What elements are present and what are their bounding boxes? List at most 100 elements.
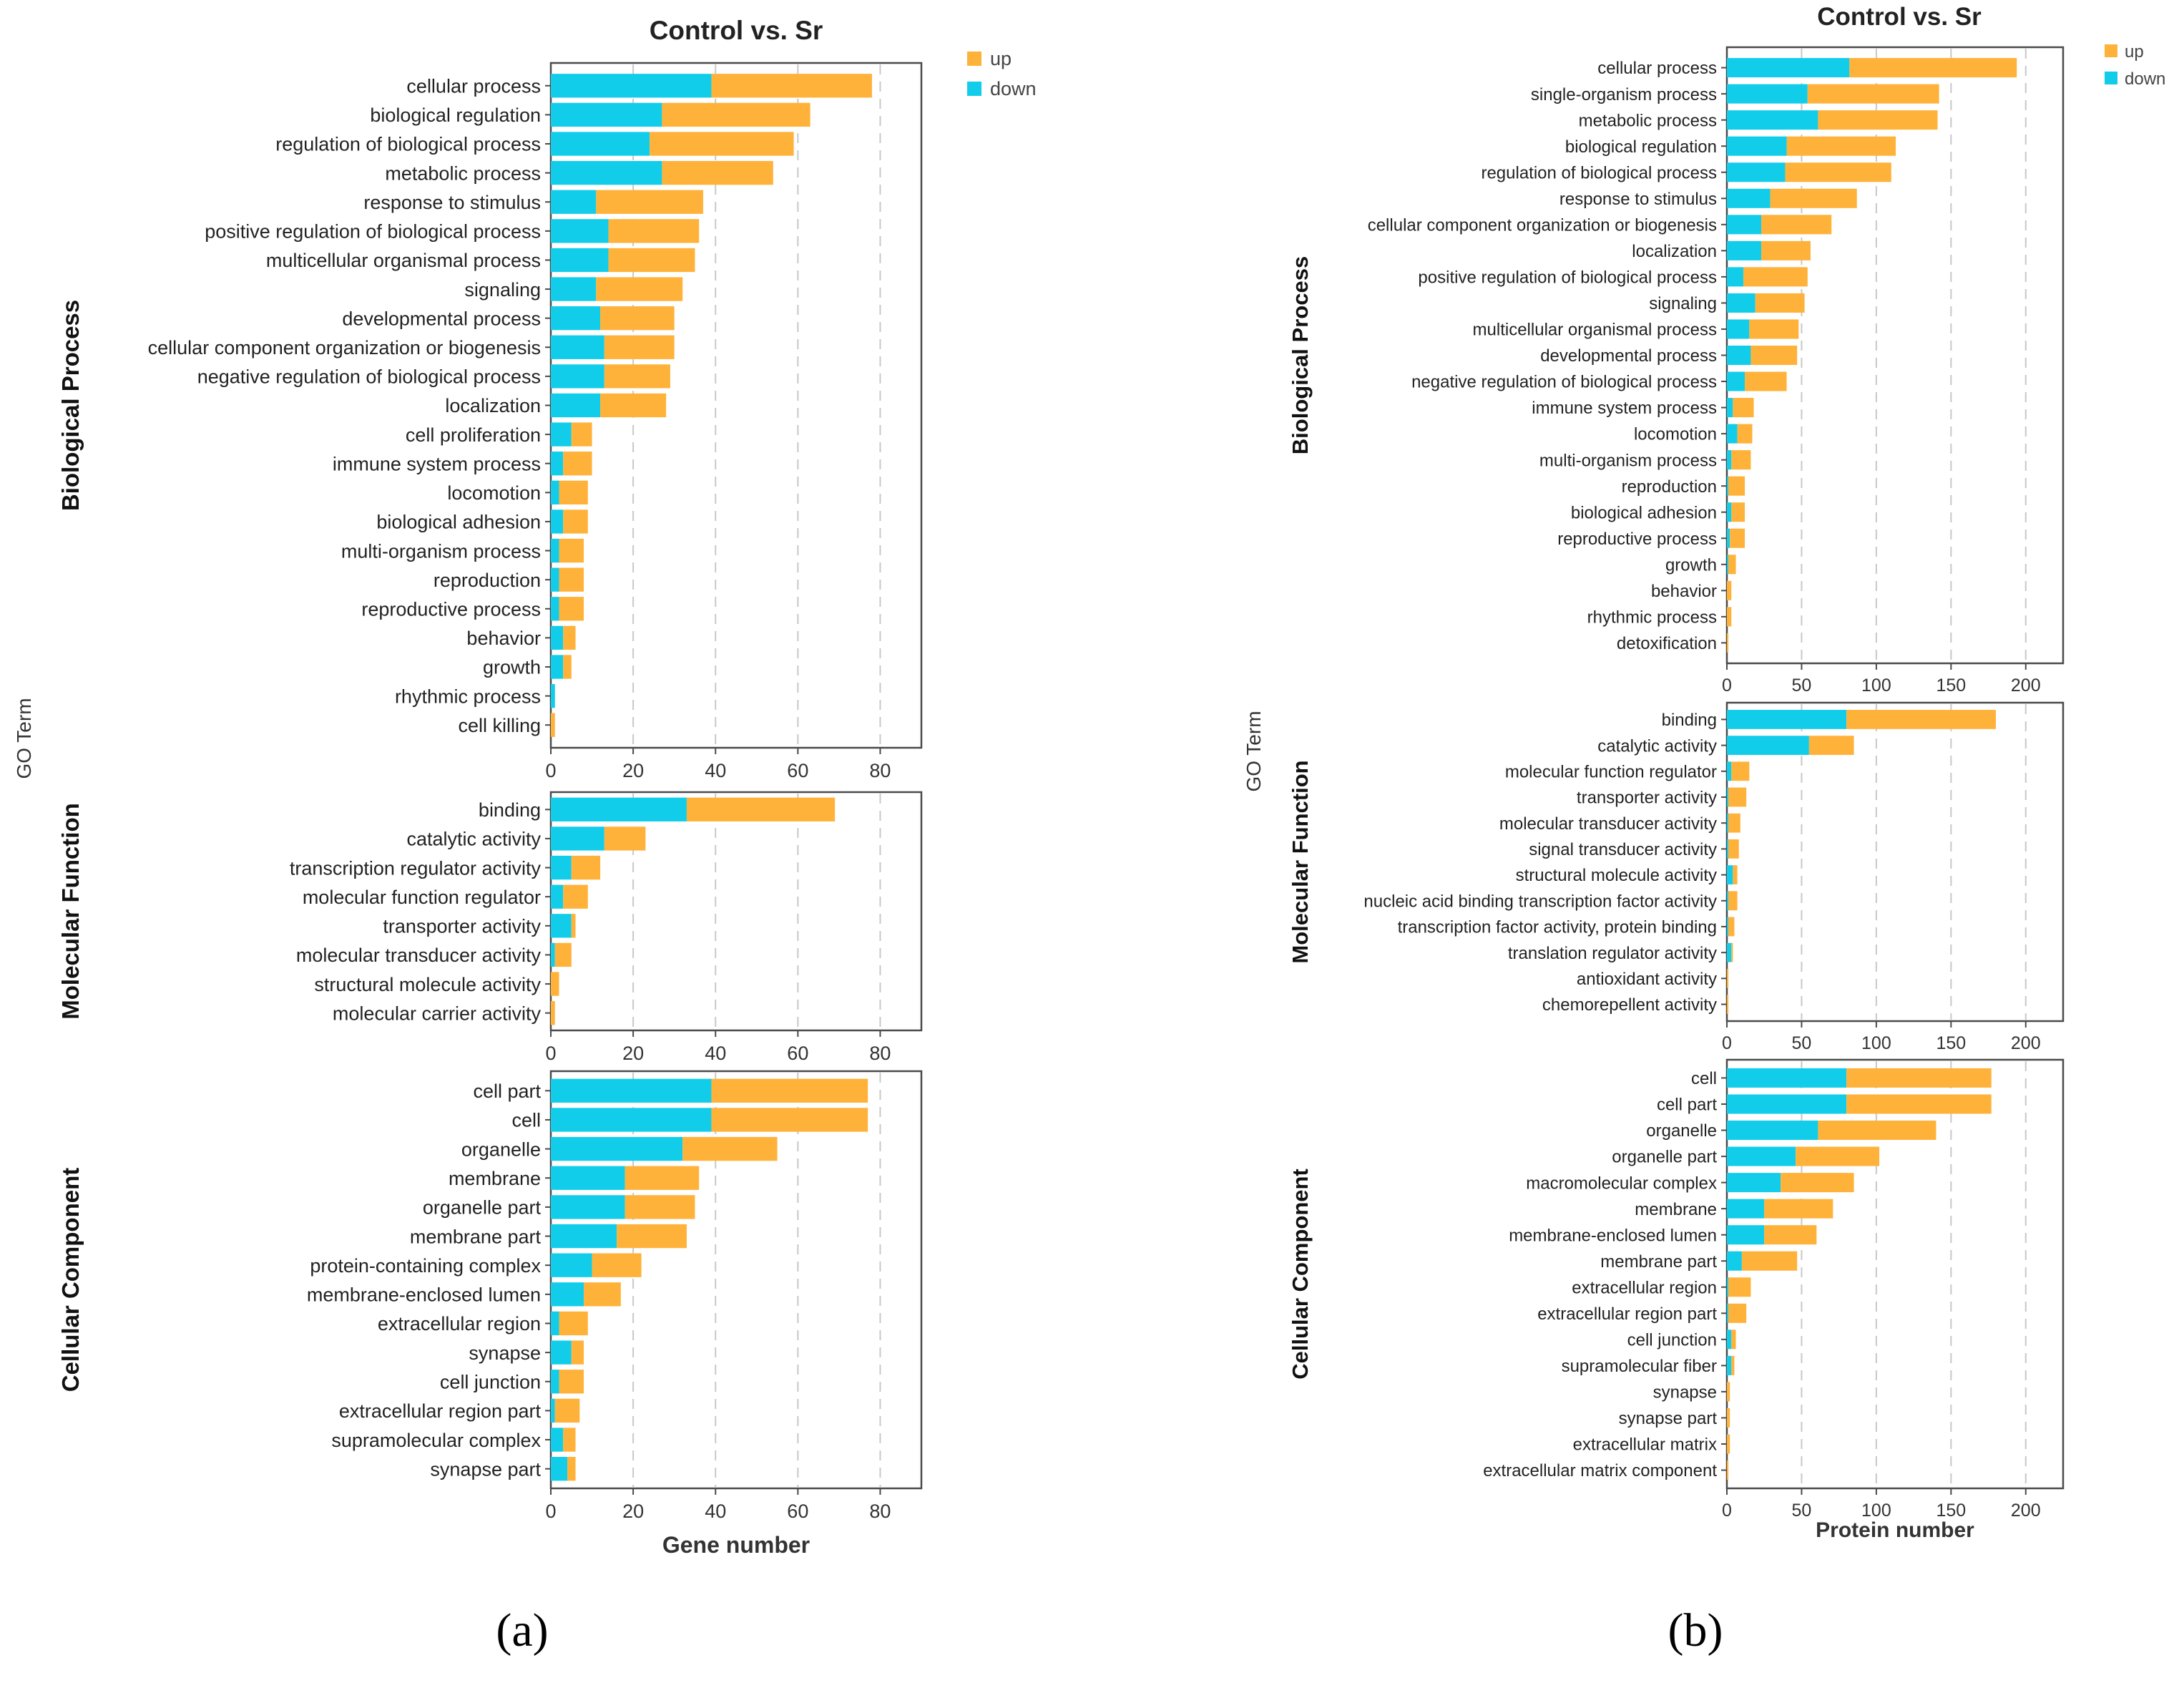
panel-a-molecular-function-x-tick-label: 60	[787, 1043, 808, 1064]
panel-a-cellular-component-category-label: supramolecular complex	[331, 1430, 541, 1451]
panel-a-biological-process-bar-up-reproductive-process	[559, 597, 584, 621]
panel-b-biological-process-bar-up-developmental-process	[1750, 345, 1798, 366]
panel-b-biological-process-category-label: reproduction	[1622, 477, 1717, 497]
panel-a-molecular-function-bar-down-molecular-transducer-activity	[551, 942, 555, 967]
panel-a-cellular-component-bar-up-supramolecular-complex	[563, 1428, 576, 1452]
panel-a-biological-process-bar-up-growth	[563, 655, 572, 679]
panel-a-biological-process-category-label: rhythmic process	[395, 686, 541, 707]
panel-a-cellular-component-category-label: protein-containing complex	[310, 1255, 541, 1277]
panel-b-molecular-function-x-tick-label: 100	[1861, 1033, 1891, 1053]
panel-a-biological-process-category-label: multicellular organismal process	[266, 250, 541, 271]
panel-b-cellular-component-bar-down-membrane	[1727, 1199, 1765, 1219]
panel-b-molecular-function-bar-down-signal-transducer-activity	[1727, 839, 1729, 859]
panel-a-biological-process-bar-up-metabolic-process	[662, 160, 773, 185]
panel-a-cellular-component-bar-down-synapse	[551, 1340, 572, 1365]
panel-a-cellular-component-bar-up-synapse-part	[567, 1457, 576, 1481]
panel-b-biological-process-bar-up-behavior	[1727, 580, 1732, 600]
panel-b-biological-process-bar-up-cellular-process	[1849, 58, 2017, 78]
panel-b-molecular-function-category-label: signal transducer activity	[1529, 840, 1717, 859]
panel-a-cellular-component-bar-down-cell-junction	[551, 1370, 559, 1394]
panel-a-cellular-component-bar-up-extracellular-region-part	[554, 1398, 580, 1423]
panel-b-biological-process-bar-down-multi-organism-process	[1727, 450, 1732, 470]
panel-b-biological-process-bar-up-cellular-component-organization-or-biogenesis	[1761, 215, 1832, 235]
panel-a-legend-swatch-up	[967, 52, 981, 66]
panel-a-biological-process-category-label: behavior	[466, 628, 541, 649]
panel-a-molecular-function-x-tick-label: 0	[545, 1043, 556, 1064]
panel-a-cellular-component-bar-down-organelle	[551, 1136, 683, 1161]
panel-b-biological-process-category-label: rhythmic process	[1587, 608, 1717, 628]
panel-b-legend-label-down: down	[2125, 69, 2165, 89]
panel-b-cellular-component-bar-up-membrane	[1764, 1199, 1833, 1219]
panel-b-cellular-component-x-tick-label: 50	[1792, 1501, 1812, 1521]
panel-a-cellular-component-bar-down-protein-containing-complex	[551, 1253, 592, 1277]
panel-b-cellular-component-category-label: organelle part	[1612, 1148, 1717, 1167]
panel-a-biological-process-category-label: locomotion	[447, 482, 541, 504]
panel-a-molecular-function-bar-up-binding	[686, 797, 836, 821]
panel-b-molecular-function-bar-up-antioxidant-activity	[1727, 968, 1729, 988]
panel-a-cellular-component-category-label: synapse part	[430, 1458, 541, 1480]
panel-a-molecular-function-bar-up-molecular-carrier-activity	[551, 1001, 555, 1025]
panel-a-biological-process-category-label: negative regulation of biological proces…	[197, 366, 541, 388]
panel-b-cellular-component-category-label: macromolecular complex	[1526, 1174, 1717, 1193]
panel-a-cellular-component-bar-up-cell-part	[711, 1078, 868, 1103]
panel-b-cellular-component-bar-down-macromolecular-complex	[1727, 1173, 1781, 1193]
panel-a-cellular-component-category-label: cell part	[473, 1080, 541, 1102]
panel-b-biological-process-category-label: locomotion	[1634, 425, 1717, 444]
panel-a-biological-process-category-label: cellular process	[406, 76, 541, 97]
panel-b-molecular-function-category-label: nucleic acid binding transcription facto…	[1363, 892, 1717, 911]
panel-a-cellular-component-x-tick-label: 0	[545, 1501, 556, 1522]
panel-a-cellular-component-bar-up-protein-containing-complex	[592, 1253, 642, 1277]
panel-a-cellular-component-bar-down-cell-part	[551, 1078, 712, 1103]
panel-a-cellular-component-category-label: membrane part	[410, 1226, 542, 1247]
panel-b-biological-process-bar-up-regulation-of-biological-process	[1785, 162, 1891, 182]
panel-b-molecular-function-x-tick-label: 200	[2011, 1033, 2041, 1053]
panel-a-biological-process-bar-up-immune-system-process	[563, 452, 592, 476]
panel-b-biological-process-bar-down-localization	[1727, 240, 1762, 260]
panel-a-molecular-function-category-label: catalytic activity	[406, 829, 541, 850]
panel-a-cellular-component-bar-down-supramolecular-complex	[551, 1428, 564, 1452]
panel-a-biological-process-bar-up-cellular-process	[711, 74, 872, 98]
panel-b-biological-process-bar-down-reproductive-process	[1727, 528, 1730, 548]
panel-b-molecular-function-bar-down-catalytic-activity	[1727, 736, 1809, 756]
panel-b-biological-process-category-label: metabolic process	[1579, 111, 1717, 130]
panel-a-molecular-function-bar-down-transporter-activity	[551, 914, 572, 938]
panel-a-cellular-component-x-tick-label: 40	[705, 1501, 726, 1522]
panel-b-biological-process-bar-down-developmental-process	[1727, 345, 1751, 366]
panel-a-biological-process-bar-down-growth	[551, 655, 564, 679]
panel-a-biological-process-bar-down-cellular-process	[551, 74, 712, 98]
panel-a-molecular-function-bar-up-catalytic-activity	[604, 826, 646, 851]
panel-a-legend-swatch-down	[967, 82, 981, 96]
panel-a-cellular-component-bar-up-membrane	[625, 1166, 700, 1190]
panel-a-biological-process-category-label: response to stimulus	[363, 192, 541, 213]
panel-b-molecular-function-x-tick-label: 0	[1722, 1033, 1732, 1053]
panel-a-biological-process-bar-up-localization	[600, 393, 667, 418]
panel-b-cellular-component-x-tick-label: 100	[1861, 1501, 1891, 1521]
panel-a-cellular-component-category-label: cell	[511, 1110, 541, 1131]
panel-a-biological-process-bar-down-negative-regulation-of-biological-process	[551, 364, 604, 389]
panel-b-cellular-component-category-label: cell part	[1657, 1096, 1717, 1115]
panel-a-biological-process-bar-up-positive-regulation-of-biological-process	[608, 219, 700, 243]
panel-b-cellular-component-bar-up-membrane-enclosed-lumen	[1764, 1225, 1817, 1245]
panel-a-cellular-component-bar-up-organelle-part	[625, 1195, 695, 1219]
panel-a-biological-process-category-label: regulation of biological process	[275, 134, 541, 155]
panel-b-biological-process-bar-down-single-organism-process	[1727, 84, 1808, 104]
panel-a-molecular-function-bar-down-transcription-regulator-activity	[551, 855, 572, 880]
panel-b-biological-process-x-tick-label: 100	[1861, 675, 1891, 696]
panel-a-biological-process-bar-up-multicellular-organismal-process	[608, 248, 695, 273]
panel-b-molecular-function-category-label: transporter activity	[1577, 789, 1717, 808]
panel-b-biological-process-category-label: multi-organism process	[1539, 451, 1717, 470]
panel-b-cellular-component-bar-up-extracellular-region	[1728, 1277, 1751, 1297]
panel-b-biological-process-category-label: developmental process	[1540, 346, 1717, 366]
panel-b-molecular-function-category-label: translation regulator activity	[1508, 944, 1717, 963]
panel-b-biological-process-bar-down-biological-adhesion	[1727, 502, 1732, 522]
panel-b-biological-process-category-label: positive regulation of biological proces…	[1418, 268, 1717, 288]
panel-b-biological-process-category-label: biological regulation	[1565, 137, 1717, 157]
panel-b-molecular-function-category-label: catalytic activity	[1597, 736, 1717, 756]
panel-a-biological-process-category-label: cell proliferation	[406, 424, 541, 446]
panel-a-molecular-function-facet-label: Molecular Function	[57, 803, 84, 1020]
panel-a-cellular-component-facet-label: Cellular Component	[57, 1168, 84, 1392]
panel-a-biological-process-bar-up-locomotion	[559, 480, 588, 504]
panel-b-biological-process-bar-up-negative-regulation-of-biological-process	[1745, 371, 1787, 391]
panel-b-panel-label: (b)	[1668, 1604, 1723, 1657]
panel-a-cellular-component-x-tick-label: 60	[787, 1501, 808, 1522]
